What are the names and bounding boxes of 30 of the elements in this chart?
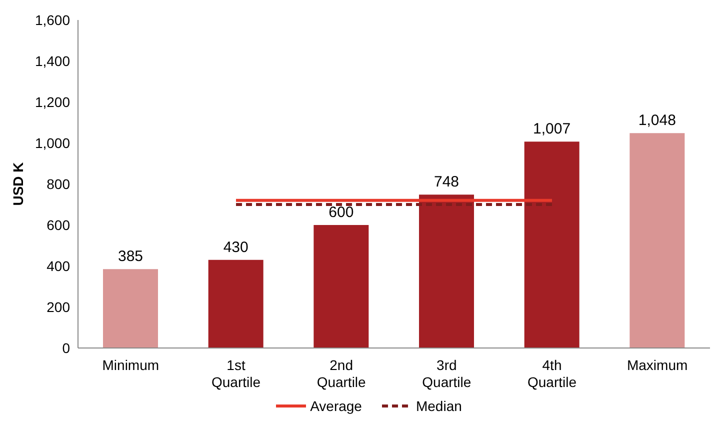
- legend-label: Median: [414, 398, 462, 414]
- data-label: 1,048: [638, 112, 676, 130]
- y-tick-label: 1,000: [34, 134, 70, 151]
- x-tick-label: 4th Quartile: [527, 357, 577, 390]
- bar: [314, 225, 369, 348]
- bar: [103, 269, 158, 348]
- data-label: 600: [328, 204, 354, 221]
- data-label: 385: [118, 248, 144, 266]
- data-label: 430: [223, 238, 248, 256]
- y-tick-label: 800: [46, 176, 70, 192]
- x-tick-label: 3rd Quartile: [422, 357, 472, 390]
- y-tick-label: 1,400: [34, 52, 70, 69]
- y-tick-label: 200: [46, 298, 70, 315]
- data-label: 1,007: [533, 120, 571, 138]
- bar: [208, 260, 264, 348]
- bar: [419, 194, 474, 348]
- bar: [524, 142, 580, 348]
- x-tick-label: 1st Quartile: [211, 357, 261, 390]
- y-tick-label: 1,600: [34, 12, 70, 28]
- y-tick-label: 400: [46, 258, 70, 274]
- y-tick-label: 1,200: [34, 94, 70, 110]
- x-tick-label: 2nd Quartile: [316, 357, 366, 390]
- x-tick-label: Maximum: [626, 357, 688, 373]
- y-axis-title: USD K: [10, 162, 26, 206]
- x-tick-label: Minimum: [102, 357, 160, 373]
- y-tick-label: 0: [62, 340, 70, 356]
- y-tick-label: 600: [46, 216, 70, 233]
- data-label: 748: [434, 174, 460, 191]
- legend-label: Average: [309, 398, 362, 414]
- bar: [630, 133, 685, 348]
